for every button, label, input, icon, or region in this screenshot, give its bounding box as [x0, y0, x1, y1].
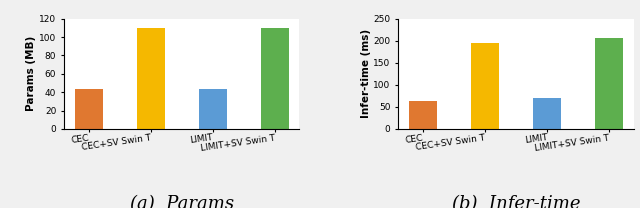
Bar: [595, 38, 623, 129]
Bar: [471, 43, 499, 129]
Bar: [533, 98, 561, 129]
Bar: [199, 89, 227, 129]
Bar: [260, 28, 289, 129]
Bar: [75, 89, 102, 129]
Y-axis label: Infer-time (ms): Infer-time (ms): [360, 29, 371, 118]
Bar: [137, 28, 164, 129]
Text: (b)  Infer-time: (b) Infer-time: [452, 195, 580, 208]
Y-axis label: Params (MB): Params (MB): [26, 36, 36, 111]
Text: (a)  Params: (a) Params: [130, 195, 234, 208]
Bar: [409, 101, 437, 129]
